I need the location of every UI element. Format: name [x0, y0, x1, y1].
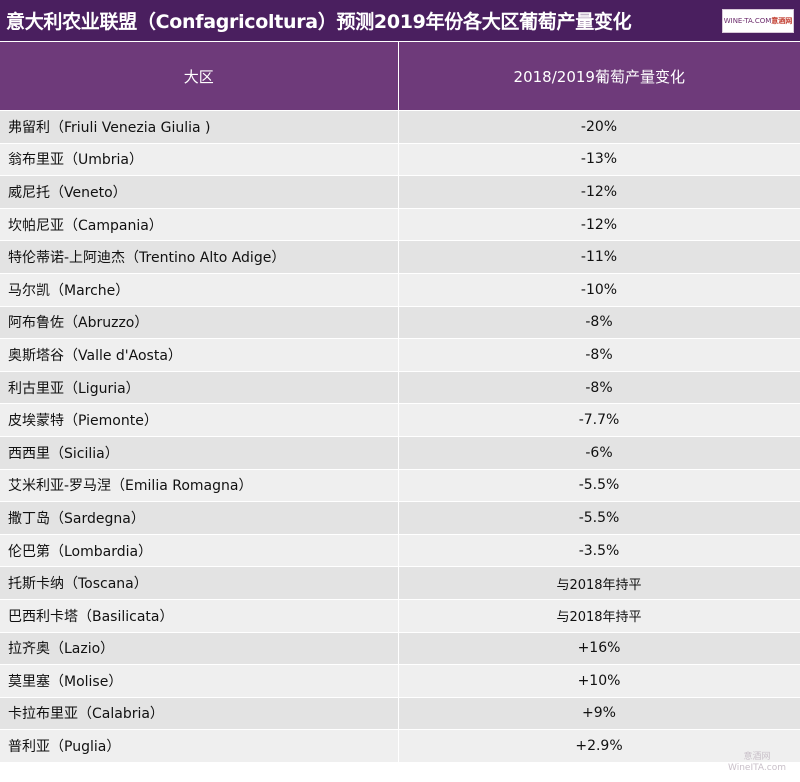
change-cell: -10% — [398, 273, 800, 307]
region-cell: 奥斯塔谷（Valle d'Aosta） — [0, 338, 399, 372]
table-row: 莫里塞（Molise） +10% — [0, 664, 800, 698]
region-cell: 弗留利（Friuli Venezia Giulia ) — [0, 110, 399, 144]
table-row: 坎帕尼亚（Campania） -12% — [0, 208, 800, 242]
region-cell: 利古里亚（Liguria） — [0, 371, 399, 405]
region-cell: 拉齐奥（Lazio） — [0, 632, 399, 666]
change-cell: 与2018年持平 — [398, 599, 800, 633]
table-body: 弗留利（Friuli Venezia Giulia ) -20% 翁布里亚（Umbr… — [0, 110, 800, 763]
watermark-cn: 意酒网 — [743, 752, 771, 762]
chart-title: 意大利农业联盟（Confagricoltura）预测2019年份各大区葡萄产量变… — [6, 11, 632, 33]
region-cell: 坎帕尼亚（Campania） — [0, 208, 399, 242]
wine-ita-logo: WINE-TA.COM意酒网 — [722, 8, 794, 33]
table-row: 特伦蒂诺-上阿迪杰（Trentino Alto Adige） -11% — [0, 240, 800, 274]
change-cell: -8% — [398, 338, 800, 372]
table-row: 弗留利（Friuli Venezia Giulia ) -20% — [0, 110, 800, 144]
region-cell: 莫里塞（Molise） — [0, 664, 399, 698]
table-row: 托斯卡纳（Toscana） 与2018年持平 — [0, 566, 800, 600]
change-cell: -8% — [398, 306, 800, 340]
region-cell: 翁布里亚（Umbria） — [0, 143, 399, 177]
change-cell: +16% — [398, 632, 800, 666]
table-row: 皮埃蒙特（Piemonte） -7.7% — [0, 403, 800, 437]
change-cell: -3.5% — [398, 534, 800, 568]
table-row: 威尼托（Veneto） -12% — [0, 175, 800, 209]
change-cell: -5.5% — [398, 469, 800, 503]
table-row: 翁布里亚（Umbria） -13% — [0, 143, 800, 177]
region-cell: 普利亚（Puglia） — [0, 729, 399, 763]
table-row: 西西里（Sicilia） -6% — [0, 436, 800, 470]
region-cell: 卡拉布里亚（Calabria） — [0, 697, 399, 731]
region-cell: 撒丁岛（Sardegna） — [0, 501, 399, 535]
change-cell: -6% — [398, 436, 800, 470]
change-cell: -11% — [398, 240, 800, 274]
production-change-table: 大区 2018/2019葡萄产量变化 弗留利（Friuli Venezia Gi… — [0, 42, 800, 763]
change-cell: -8% — [398, 371, 800, 405]
table-row: 艾米利亚-罗马涅（Emilia Romagna） -5.5% — [0, 469, 800, 503]
table-row: 伦巴第（Lombardia） -3.5% — [0, 534, 800, 568]
region-cell: 特伦蒂诺-上阿迪杰（Trentino Alto Adige） — [0, 240, 399, 274]
change-cell: +9% — [398, 697, 800, 731]
table-row: 马尔凯（Marche） -10% — [0, 273, 800, 307]
change-cell: -12% — [398, 208, 800, 242]
table-header-row: 大区 2018/2019葡萄产量变化 — [0, 42, 800, 111]
table-row: 阿布鲁佐（Abruzzo） -8% — [0, 306, 800, 340]
table-row: 巴西利卡塔（Basilicata） 与2018年持平 — [0, 599, 800, 633]
column-header-change: 2018/2019葡萄产量变化 — [398, 42, 800, 111]
change-cell: 与2018年持平 — [398, 566, 800, 600]
change-cell: -13% — [398, 143, 800, 177]
change-cell: -5.5% — [398, 501, 800, 535]
table-row: 奥斯塔谷（Valle d'Aosta） -8% — [0, 338, 800, 372]
region-cell: 伦巴第（Lombardia） — [0, 534, 399, 568]
region-cell: 艾米利亚-罗马涅（Emilia Romagna） — [0, 469, 399, 503]
change-cell: -12% — [398, 175, 800, 209]
region-cell: 巴西利卡塔（Basilicata） — [0, 599, 399, 633]
table-row: 拉齐奥（Lazio） +16% — [0, 632, 800, 666]
region-cell: 威尼托（Veneto） — [0, 175, 399, 209]
region-cell: 西西里（Sicilia） — [0, 436, 399, 470]
table-row: 利古里亚（Liguria） -8% — [0, 371, 800, 405]
table-row: 撒丁岛（Sardegna） -5.5% — [0, 501, 800, 535]
region-cell: 阿布鲁佐（Abruzzo） — [0, 306, 399, 340]
change-cell: -20% — [398, 110, 800, 144]
watermark-en: WineITA.com — [728, 763, 786, 773]
title-bar: 意大利农业联盟（Confagricoltura）预测2019年份各大区葡萄产量变… — [0, 0, 800, 42]
change-cell: +10% — [398, 664, 800, 698]
column-header-region: 大区 — [0, 42, 399, 111]
region-cell: 托斯卡纳（Toscana） — [0, 566, 399, 600]
change-cell: +2.9% — [398, 729, 800, 763]
watermark-logo: 意酒网 WineITA.com — [728, 752, 786, 774]
logo-cn: 意酒网 — [771, 16, 793, 25]
change-cell: -7.7% — [398, 403, 800, 437]
table-row: 卡拉布里亚（Calabria） +9% — [0, 697, 800, 731]
region-cell: 皮埃蒙特（Piemonte） — [0, 403, 399, 437]
logo-en: WINE-TA.COM — [723, 16, 772, 25]
logo-text: WINE-TA.COM意酒网 — [724, 16, 793, 26]
region-cell: 马尔凯（Marche） — [0, 273, 399, 307]
table-row: 普利亚（Puglia） +2.9% — [0, 729, 800, 763]
